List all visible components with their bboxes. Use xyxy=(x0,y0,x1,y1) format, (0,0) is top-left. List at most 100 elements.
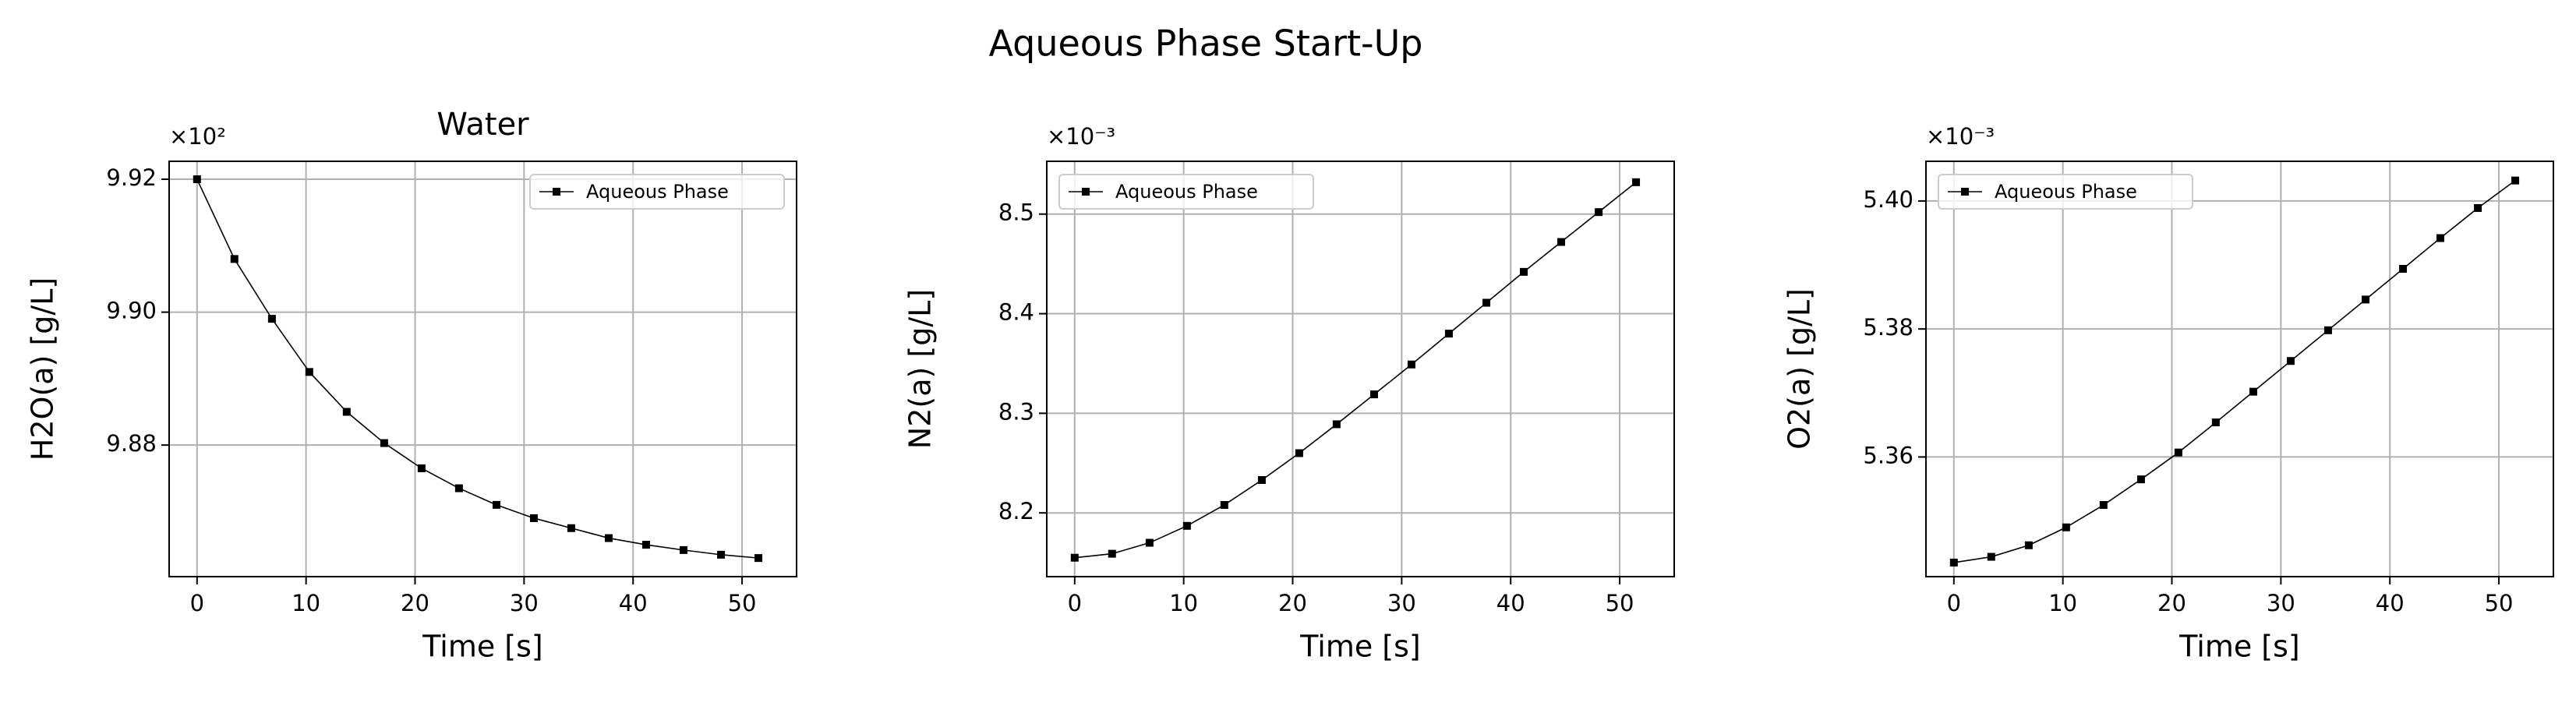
y-tick-label: 5.40 xyxy=(1863,186,1913,213)
data-point xyxy=(1070,553,1079,562)
legend-box xyxy=(529,174,785,210)
data-point xyxy=(380,439,388,447)
data-point xyxy=(1182,521,1191,530)
y-axis-label: H2O(a) [g/L] xyxy=(26,277,60,461)
data-point xyxy=(2249,387,2257,396)
x-tick-label: 10 xyxy=(2048,590,2077,616)
data-line xyxy=(1074,182,1637,559)
x-tick-label: 10 xyxy=(292,590,320,616)
y-tick-label: 8.3 xyxy=(998,398,1034,425)
data-point xyxy=(717,550,726,559)
x-tick-label: 20 xyxy=(401,590,429,616)
x-tick-label: 40 xyxy=(619,590,648,616)
y-tick-label: 9.92 xyxy=(106,164,157,191)
legend-marker xyxy=(1082,188,1090,196)
data-point xyxy=(2474,203,2482,212)
y-tick-label: 5.36 xyxy=(1863,442,1913,468)
data-point xyxy=(1257,476,1266,485)
x-axis-label: Time [s] xyxy=(422,630,543,664)
y-tick-label: 9.90 xyxy=(106,298,157,324)
data-point xyxy=(193,175,201,184)
data-point xyxy=(267,315,276,323)
data-point xyxy=(1220,500,1228,509)
legend-marker xyxy=(553,188,560,196)
data-point xyxy=(2136,475,2145,484)
data-line xyxy=(196,178,759,559)
data-point xyxy=(1369,390,1378,399)
data-point xyxy=(2099,501,2108,510)
x-tick-label: 50 xyxy=(2485,590,2514,616)
legend-label: Aqueous Phase xyxy=(1995,181,2137,203)
data-point xyxy=(2436,234,2444,242)
data-point xyxy=(1295,449,1303,457)
x-tick-label: 20 xyxy=(2157,590,2186,616)
data-point xyxy=(1444,330,1453,338)
data-point xyxy=(1949,558,1958,567)
y-tick-label: 8.2 xyxy=(998,498,1034,524)
data-point xyxy=(1520,267,1528,276)
x-tick-label: 0 xyxy=(190,590,204,616)
data-point xyxy=(605,534,613,542)
data-point xyxy=(454,484,463,492)
data-point xyxy=(529,514,538,522)
figure-title: Aqueous Phase Start-Up xyxy=(988,23,1422,65)
data-point xyxy=(417,464,426,472)
offset-text: ×10² xyxy=(169,123,226,150)
x-axis-label: Time [s] xyxy=(2178,630,2300,664)
data-point xyxy=(2323,326,2332,334)
data-point xyxy=(754,554,763,563)
legend-label: Aqueous Phase xyxy=(586,181,729,203)
data-point xyxy=(2024,541,2033,549)
offset-text: ×10⁻³ xyxy=(1926,123,1995,150)
data-point xyxy=(305,368,313,376)
data-point xyxy=(230,255,239,263)
data-point xyxy=(492,500,500,509)
y-axis-label: O2(a) [g/L] xyxy=(1783,288,1817,450)
y-tick-label: 9.88 xyxy=(106,430,157,457)
x-tick-label: 10 xyxy=(1169,590,1198,616)
data-point xyxy=(2174,448,2182,457)
chart-title: Water xyxy=(436,107,529,143)
y-tick-label: 5.38 xyxy=(1863,314,1913,341)
data-point xyxy=(2286,357,2295,365)
data-point xyxy=(2211,418,2220,427)
x-tick-label: 50 xyxy=(728,590,757,616)
x-tick-label: 20 xyxy=(1278,590,1307,616)
x-tick-label: 40 xyxy=(2376,590,2405,616)
data-point xyxy=(1145,538,1154,547)
axes-frame xyxy=(168,161,797,577)
x-tick-label: 30 xyxy=(1387,590,1416,616)
legend-box xyxy=(1938,174,2193,210)
x-tick-label: 0 xyxy=(1068,590,1082,616)
data-point xyxy=(679,545,687,554)
axes-frame xyxy=(1046,161,1675,577)
x-tick-label: 0 xyxy=(1947,590,1961,616)
data-point xyxy=(642,541,651,549)
data-point xyxy=(2399,264,2408,273)
data-point xyxy=(1332,420,1341,429)
data-point xyxy=(1557,238,1565,246)
axes-frame xyxy=(1925,161,2554,577)
legend-box xyxy=(1058,174,1314,210)
y-tick-label: 8.5 xyxy=(998,199,1034,226)
data-point xyxy=(1595,208,1603,217)
x-tick-label: 30 xyxy=(510,590,539,616)
data-point xyxy=(1482,298,1491,307)
x-tick-label: 40 xyxy=(1496,590,1525,616)
y-axis-label: N2(a) [g/L] xyxy=(903,289,938,449)
data-point xyxy=(1108,549,1116,558)
legend-marker xyxy=(1961,188,1969,196)
data-point xyxy=(2062,523,2070,531)
data-point xyxy=(1632,178,1641,186)
x-axis-label: Time [s] xyxy=(1299,630,1421,664)
offset-text: ×10⁻³ xyxy=(1047,123,1115,150)
data-point xyxy=(1407,360,1415,369)
data-point xyxy=(342,408,351,416)
data-point xyxy=(2362,295,2370,304)
x-tick-label: 30 xyxy=(2267,590,2295,616)
x-tick-label: 50 xyxy=(1606,590,1634,616)
data-point xyxy=(2511,176,2520,185)
data-point xyxy=(1987,552,1995,561)
data-point xyxy=(567,524,575,532)
